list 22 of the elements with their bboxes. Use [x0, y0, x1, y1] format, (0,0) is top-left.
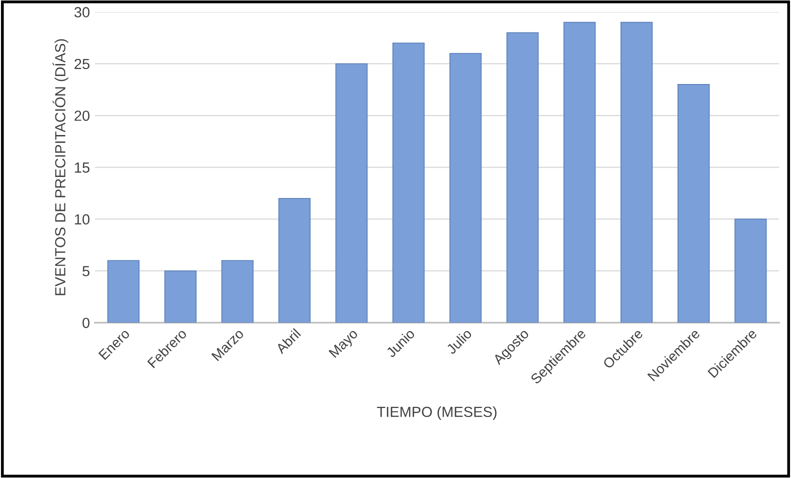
y-tick-label: 20 [74, 110, 90, 121]
bar [620, 22, 653, 323]
bar [563, 22, 596, 323]
y-tick-label: 15 [74, 162, 90, 173]
y-tick-label: 30 [74, 7, 90, 18]
y-tick-label: 5 [82, 266, 90, 276]
y-tick-label: 25 [74, 58, 90, 70]
bar [335, 63, 368, 323]
bar [734, 218, 767, 323]
bar [107, 260, 140, 323]
bar [678, 84, 710, 323]
y-tick-label: 10 [74, 214, 90, 225]
x-axis-title: TIEMPO (MESES) [376, 406, 496, 420]
bar [392, 42, 425, 323]
bar [449, 52, 482, 323]
bar [164, 270, 197, 323]
y-tick-label: 0 [82, 318, 90, 328]
bar [278, 198, 311, 323]
bar [221, 260, 254, 323]
bar [506, 32, 539, 323]
x-tick-label: Julio [445, 328, 472, 355]
y-axis-title: EVENTOS DE PRECIPITACIÓN (DÍAS) [52, 39, 68, 296]
